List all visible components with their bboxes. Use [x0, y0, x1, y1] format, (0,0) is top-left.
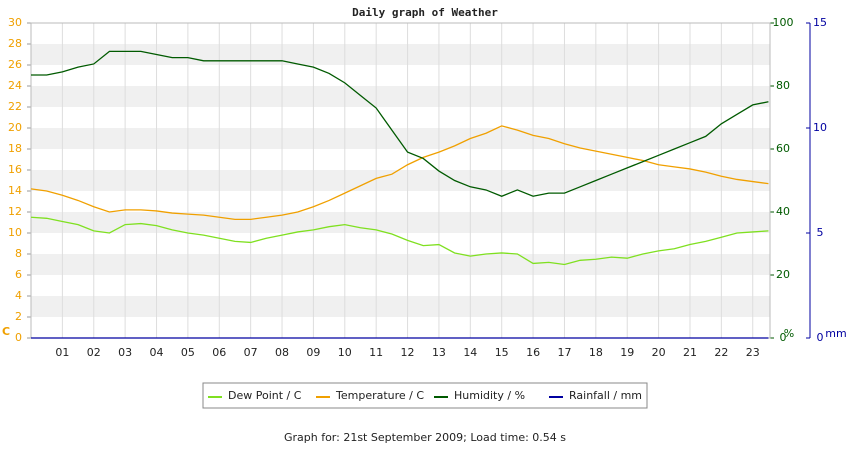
x-tick-label: 16	[526, 346, 540, 359]
y3-tick-label: 15	[813, 16, 827, 29]
y-tick-label: 10	[8, 226, 22, 239]
x-tick-label: 04	[150, 346, 164, 359]
x-tick-label: 22	[714, 346, 728, 359]
x-tick-label: 10	[338, 346, 352, 359]
y2-tick-label: 40	[776, 205, 790, 218]
x-tick-label: 20	[652, 346, 666, 359]
x-tick-label: 14	[463, 346, 477, 359]
stripe	[31, 254, 770, 275]
x-tick-label: 18	[589, 346, 603, 359]
stripe	[31, 128, 770, 149]
line	[30, 216, 769, 266]
legend	[202, 382, 648, 409]
y-axis-label: C	[2, 325, 10, 338]
chart-title: Daily graph of Weather	[352, 6, 498, 19]
y-tick-label: 22	[8, 100, 22, 113]
y-tick-label: 24	[8, 79, 22, 92]
y3-tick-label: 5	[817, 226, 824, 239]
x-tick-label: 02	[87, 346, 101, 359]
y-tick-label: 0	[15, 331, 22, 344]
y3-axis-label: mm	[825, 327, 846, 340]
footer: Graph for: 21st September 2009; Load tim…	[284, 431, 566, 444]
y2-axis-label: %	[784, 327, 794, 340]
y-tick-label: 30	[8, 16, 22, 29]
y-tick-label: 16	[8, 163, 22, 176]
y-tick-label: 12	[8, 205, 22, 218]
x-tick-label: 21	[683, 346, 697, 359]
y-tick-label: 6	[15, 268, 22, 281]
x-tick-label: 07	[244, 346, 258, 359]
stripe	[31, 212, 770, 233]
x-tick-label: 03	[118, 346, 132, 359]
stripe	[31, 86, 770, 107]
x-tick-label: 01	[55, 346, 69, 359]
stripe	[31, 44, 770, 65]
x-tick-label: 13	[432, 346, 446, 359]
y2-tick-label: 100	[773, 16, 794, 29]
x-tick-label: 15	[495, 346, 509, 359]
x-tick-label: 12	[401, 346, 415, 359]
legend-label: Dew Point / C	[228, 389, 302, 402]
x-tick-label: 08	[275, 346, 289, 359]
y3-tick-label: 10	[813, 121, 827, 134]
y-tick-label: 26	[8, 58, 22, 71]
x-tick-label: 05	[181, 346, 195, 359]
x-tick-label: 11	[369, 346, 383, 359]
x-tick-label: 06	[212, 346, 226, 359]
legend-label: Rainfall / mm	[569, 389, 642, 402]
y-tick-label: 4	[15, 289, 22, 302]
y2-tick-label: 0	[780, 331, 787, 344]
x-tick-label: 09	[306, 346, 320, 359]
y-tick-label: 2	[15, 310, 22, 323]
y-tick-label: 28	[8, 37, 22, 50]
y-tick-label: 8	[15, 247, 22, 260]
y-tick-label: 14	[8, 184, 22, 197]
y2-tick-label: 60	[776, 142, 790, 155]
line	[31, 50, 769, 197]
x-tick-label: 19	[620, 346, 634, 359]
x-tick-label: 17	[557, 346, 571, 359]
x-tick-label: 23	[746, 346, 760, 359]
stripe	[31, 170, 770, 191]
y2-tick-label: 80	[776, 79, 790, 92]
legend-label: Temperature / C	[335, 389, 424, 402]
legend-label: Humidity / %	[454, 389, 525, 402]
y3-tick-label: 0	[817, 331, 824, 344]
y2-tick-label: 20	[776, 268, 790, 281]
y-tick-label: 18	[8, 142, 22, 155]
y-tick-label: 20	[8, 121, 22, 134]
stripe	[31, 296, 770, 317]
